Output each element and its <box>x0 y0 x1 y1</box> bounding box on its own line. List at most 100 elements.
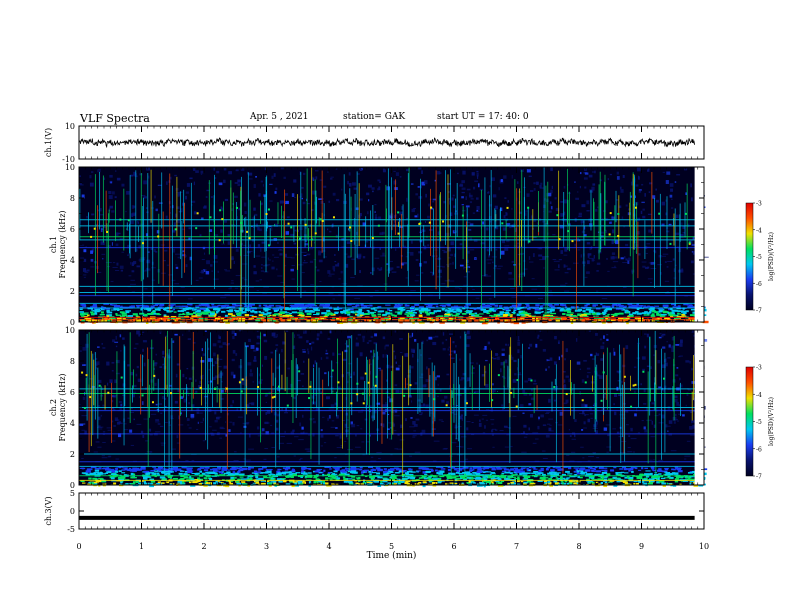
noise-cell <box>159 425 164 428</box>
noise-cell <box>575 197 580 200</box>
band-cell <box>331 474 334 476</box>
band-cell <box>382 470 386 474</box>
noise-cell <box>214 375 218 379</box>
band-cell <box>308 484 312 487</box>
noise-cell <box>98 428 103 430</box>
band-cell <box>385 311 388 313</box>
band-cell <box>488 310 492 313</box>
band-cell <box>500 480 505 483</box>
noise-cell <box>685 404 687 407</box>
noise-cell <box>408 395 412 398</box>
band-cell <box>655 477 659 481</box>
band-cell <box>532 320 536 323</box>
noise-cell <box>106 361 110 366</box>
band-cell <box>158 470 165 473</box>
band-cell <box>301 307 306 310</box>
noise-cell <box>452 341 455 344</box>
band-cell <box>504 307 509 311</box>
noise-cell <box>452 261 454 265</box>
band-cell <box>299 483 304 485</box>
noise-cell <box>120 350 122 352</box>
band-cell <box>98 467 102 470</box>
bright-spot <box>428 221 431 224</box>
band-cell <box>520 317 524 321</box>
band-cell <box>497 484 504 487</box>
band-cell <box>389 476 392 479</box>
noise-cell <box>341 188 343 191</box>
noise-cell <box>419 414 423 416</box>
noise-cell <box>188 427 192 429</box>
noise-cell <box>406 352 408 357</box>
noise-cell <box>290 431 295 435</box>
band-cell <box>341 469 346 471</box>
noise-cell <box>428 336 433 340</box>
noise-cell <box>385 379 388 382</box>
noise-cell <box>171 279 176 281</box>
noise-cell <box>318 259 323 263</box>
noise-cell <box>598 375 603 379</box>
band-cell <box>591 470 597 472</box>
band-cell <box>130 476 134 479</box>
band-cell <box>337 321 340 324</box>
band-cell <box>611 306 615 308</box>
noise-cell <box>328 275 332 277</box>
noise-cell <box>153 249 156 253</box>
noise-cell <box>581 379 585 383</box>
noise-cell <box>106 427 112 429</box>
noise-cell <box>601 218 604 221</box>
noise-cell <box>234 333 237 336</box>
noise-cell <box>219 358 223 360</box>
noise-cell <box>679 355 683 357</box>
band-cell <box>271 317 276 320</box>
noise-cell <box>680 339 683 344</box>
noise-cell <box>514 228 517 232</box>
band-cell <box>295 472 301 474</box>
band-cell <box>549 484 554 487</box>
band-cell <box>140 308 143 311</box>
noise-cell <box>588 257 594 259</box>
noise-cell <box>467 250 470 254</box>
noise-cell <box>422 403 426 407</box>
noise-cell <box>501 407 505 410</box>
noise-cell <box>214 234 219 238</box>
noise-cell <box>201 269 204 274</box>
noise-cell <box>100 414 103 417</box>
band-cell <box>306 475 313 478</box>
band-cell <box>182 320 188 322</box>
noise-cell <box>523 424 527 428</box>
band-cell <box>421 307 425 310</box>
noise-cell <box>149 434 153 436</box>
noise-cell <box>162 363 165 366</box>
noise-cell <box>390 365 394 369</box>
band-cell <box>516 471 521 474</box>
band-cell <box>265 318 269 321</box>
band-cell <box>158 313 162 316</box>
band-cell <box>369 304 373 307</box>
bright-spot <box>567 230 570 233</box>
band-cell <box>662 470 668 473</box>
noise-cell <box>234 287 239 289</box>
band-cell <box>247 468 251 471</box>
noise-cell <box>703 339 708 342</box>
noise-cell <box>150 248 153 250</box>
noise-cell <box>313 420 316 424</box>
band-cell <box>351 466 357 469</box>
noise-cell <box>410 417 413 419</box>
noise-cell <box>348 362 352 365</box>
bright-spot <box>267 208 270 211</box>
bright-spot <box>608 233 611 236</box>
band-cell <box>113 305 119 308</box>
noise-cell <box>642 368 645 371</box>
noise-cell <box>597 249 602 254</box>
noise-cell <box>492 446 495 448</box>
noise-cell <box>447 279 450 281</box>
noise-cell <box>522 389 526 394</box>
band-cell <box>533 467 536 470</box>
band-cell <box>573 474 577 476</box>
noise-cell <box>389 398 393 403</box>
band-cell <box>406 470 412 473</box>
noise-cell <box>510 288 515 290</box>
noise-cell <box>420 412 423 414</box>
noise-cell <box>330 176 334 178</box>
noise-cell <box>355 342 359 347</box>
